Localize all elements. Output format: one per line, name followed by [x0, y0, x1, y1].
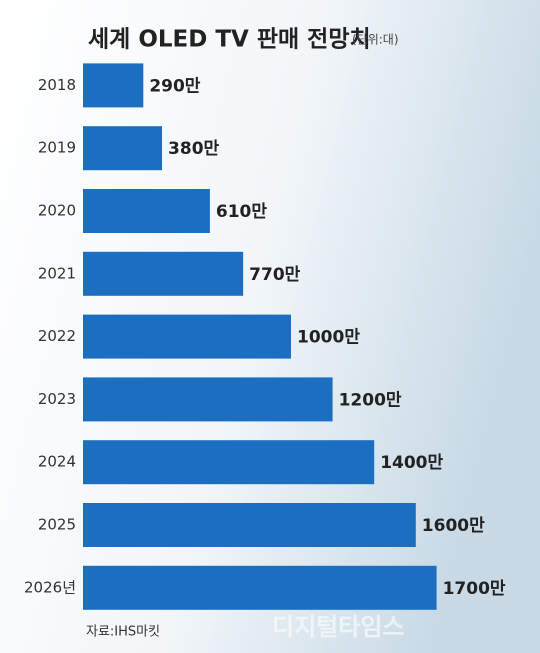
bar	[83, 63, 144, 108]
data-label: 1400만	[380, 453, 443, 473]
y-tick-label: 2023	[38, 390, 76, 408]
data-label: 290만	[149, 76, 200, 96]
bar	[83, 440, 375, 485]
bar	[83, 314, 291, 359]
data-label: 1600만	[422, 516, 485, 536]
data-label: 610만	[216, 202, 267, 222]
y-tick-label: 2020	[38, 202, 76, 220]
data-label: 770만	[249, 265, 300, 285]
bar	[83, 565, 437, 610]
bar	[83, 503, 416, 547]
data-label: 380만	[168, 139, 219, 159]
y-tick-label: 2026년	[24, 578, 76, 596]
y-tick-label: 2018	[38, 76, 76, 94]
source: 자료:IHS마킷	[86, 625, 160, 640]
y-tick-label: 2019	[38, 139, 76, 157]
y-tick-label: 2021	[38, 264, 76, 282]
data-label: 1000만	[297, 328, 360, 348]
data-label: 1200만	[339, 390, 402, 410]
bar	[83, 189, 210, 233]
watermark: 디지털타임스	[272, 613, 404, 641]
bar	[83, 251, 244, 296]
y-tick-label: 2025	[38, 516, 76, 534]
chart-title: 세계 OLED TV 판매 전망치	[88, 27, 371, 53]
y-tick-label: 2024	[38, 453, 76, 471]
chart-subtitle: (단위:대)	[352, 33, 399, 47]
bar	[83, 377, 333, 422]
data-label: 1700만	[443, 579, 506, 599]
y-tick-label: 2022	[38, 327, 76, 345]
bar	[83, 126, 163, 171]
